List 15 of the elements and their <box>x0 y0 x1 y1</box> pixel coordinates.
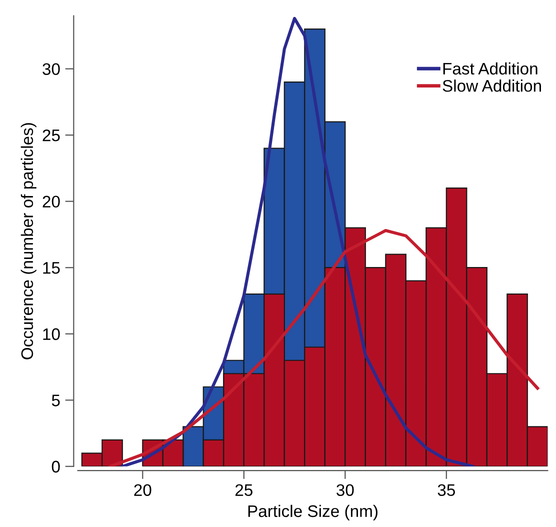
legend-label: Slow Addition <box>442 80 541 92</box>
legend-label: Fast Addition <box>443 62 538 75</box>
y-tick-label: 30 <box>42 63 60 76</box>
y-tick-label: 25 <box>42 129 60 142</box>
y-tick-label: 15 <box>43 262 60 274</box>
y-tick-label: 5 <box>52 394 60 406</box>
y-tick-label: 10 <box>43 328 60 340</box>
x-axis-title: Particle Size (nm) <box>248 504 378 520</box>
x-tick-label: 20 <box>134 484 152 496</box>
y-tick-label: 20 <box>42 196 60 208</box>
y-axis-title: Occurence (number of particles) <box>20 123 36 360</box>
x-tick-label: 30 <box>336 484 354 496</box>
y-tick-label: 0 <box>52 460 60 473</box>
x-tick-label: 25 <box>235 484 252 496</box>
x-tick-label: 35 <box>438 484 455 496</box>
